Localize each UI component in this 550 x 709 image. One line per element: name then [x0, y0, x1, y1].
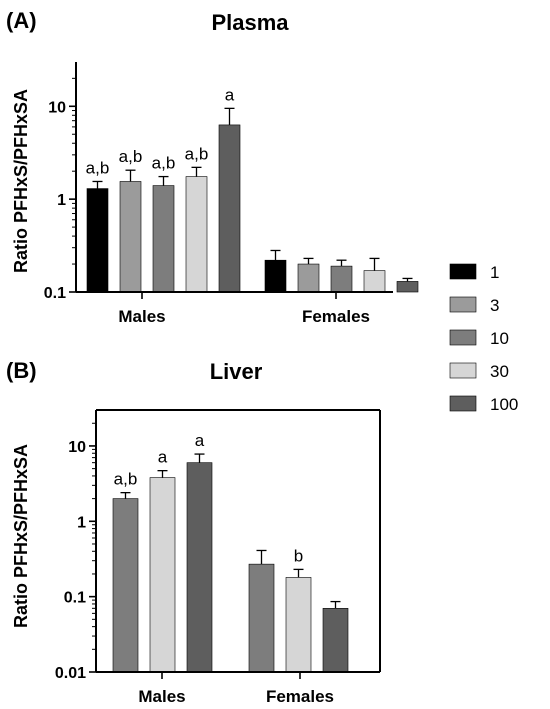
legend-label-3: 3 [490, 296, 499, 315]
bar-females-100 [322, 608, 349, 673]
legend-label-100: 100 [490, 395, 518, 414]
x-tick-label-females: Females [302, 307, 370, 326]
error-bar [293, 568, 304, 578]
chart-title-liver: Liver [210, 359, 263, 384]
bar-males-3 [119, 181, 142, 293]
y-tick-label: 10 [48, 99, 66, 116]
bar-males-30 [185, 176, 208, 293]
legend-swatch-100 [449, 395, 477, 412]
panel-label-a: (A) [6, 8, 37, 33]
error-bar [330, 600, 341, 609]
y-tick-label: 0.1 [44, 285, 66, 302]
error-bar [157, 470, 168, 478]
error-bar [336, 259, 347, 267]
panel-plasma: (A) Plasma Ratio PFHxS/PFHxSA a,b a,b a,b a… [6, 8, 419, 326]
significance-label: a,b [152, 154, 176, 173]
bar-females-3 [297, 263, 320, 293]
error-bar [270, 249, 281, 261]
legend-swatch-3 [449, 296, 477, 313]
bar-males-10 [152, 185, 175, 293]
x-tick-label-males: Males [118, 307, 165, 326]
bar-females-10 [248, 563, 275, 673]
bar-females-30 [285, 577, 312, 673]
legend-label-30: 30 [490, 362, 509, 381]
legend-label-1: 1 [490, 263, 499, 282]
error-bar [369, 257, 380, 271]
legend-swatch-30 [449, 362, 477, 379]
legend-swatch-10 [449, 329, 477, 346]
significance-label: a,b [114, 470, 138, 489]
y-tick-label: 1 [57, 192, 66, 209]
bar-males-10 [112, 498, 139, 673]
error-bar [158, 175, 169, 186]
error-bar [224, 107, 235, 125]
y-tick-label: 10 [68, 439, 86, 456]
legend-swatch-1 [449, 263, 477, 280]
bar-males-100 [218, 124, 241, 293]
bar-males-30 [149, 477, 176, 673]
bar-females-100 [396, 281, 419, 293]
x-tick-label-males: Males [138, 687, 185, 706]
panel-liver: (B) Liver Ratio PFHxS/PFHxSA a,b a b a 0.01… [6, 358, 381, 706]
error-bar [402, 277, 413, 282]
bar-males-100 [186, 462, 213, 673]
y-axis-title-plasma: Ratio PFHxS/PFHxSA [11, 89, 31, 273]
significance-label: a [195, 431, 205, 450]
error-bar [191, 166, 202, 177]
significance-label: a,b [86, 158, 110, 177]
error-bar [256, 549, 267, 565]
y-axis-title-liver: Ratio PFHxS/PFHxSA [11, 444, 31, 628]
significance-label: a,b [119, 147, 143, 166]
significance-label: b [294, 546, 303, 565]
error-bar [125, 169, 136, 182]
x-tick-label-females: Females [266, 687, 334, 706]
panel-label-b: (B) [6, 358, 37, 383]
error-bar [194, 453, 205, 463]
legend-label-10: 10 [490, 329, 509, 348]
error-bar [303, 257, 314, 265]
bar-females-10 [330, 265, 353, 293]
bar-females-30 [363, 270, 386, 293]
chart-title-plasma: Plasma [211, 10, 289, 35]
significance-label: a [158, 448, 168, 467]
y-tick-label: 1 [77, 514, 86, 531]
y-tick-label: 0.1 [64, 590, 86, 607]
y-tick-label: 0.01 [55, 665, 86, 682]
significance-label: a [225, 85, 235, 104]
bar-females-1 [264, 259, 287, 293]
significance-label: a,b [185, 144, 209, 163]
error-bar [120, 491, 131, 499]
error-bar [92, 180, 103, 189]
bar-males-1 [86, 188, 109, 293]
legend: 1 3 10 30 100 [449, 263, 518, 414]
